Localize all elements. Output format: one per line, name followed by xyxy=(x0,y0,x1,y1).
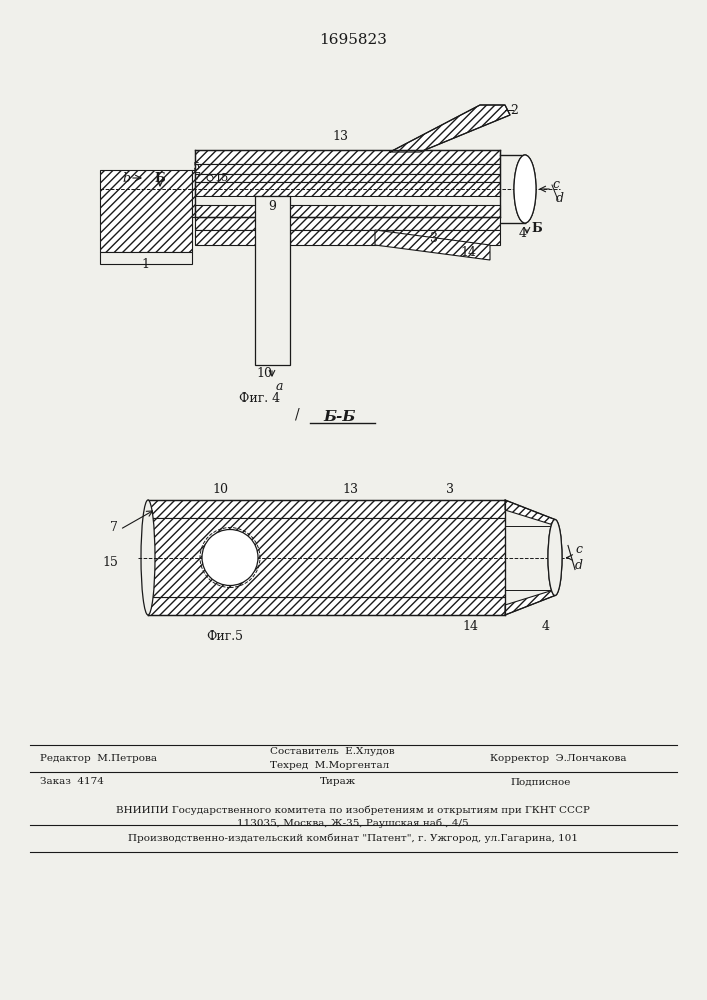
Text: Корректор  Э.Лончакова: Корректор Э.Лончакова xyxy=(490,754,626,763)
Text: Заказ  4174: Заказ 4174 xyxy=(40,778,104,786)
Text: 13: 13 xyxy=(332,130,348,143)
Text: Техред  М.Моргентал: Техред М.Моргентал xyxy=(270,760,390,770)
Text: Фиг.5: Фиг.5 xyxy=(206,630,243,643)
Text: ВНИИПИ Государственного комитета по изобретениям и открытиям при ГКНТ СССР: ВНИИПИ Государственного комитета по изоб… xyxy=(116,805,590,815)
Polygon shape xyxy=(195,217,500,230)
Text: /: / xyxy=(295,408,300,422)
Ellipse shape xyxy=(141,500,155,615)
Polygon shape xyxy=(390,105,510,152)
Polygon shape xyxy=(192,170,195,217)
Text: a: a xyxy=(276,380,284,393)
Circle shape xyxy=(202,530,258,585)
Text: d: d xyxy=(575,559,583,572)
Text: 113035, Москва, Ж-35, Раушская наб., 4/5: 113035, Москва, Ж-35, Раушская наб., 4/5 xyxy=(237,818,469,828)
Polygon shape xyxy=(148,518,505,597)
Text: 4: 4 xyxy=(542,620,550,633)
Polygon shape xyxy=(290,230,500,245)
Text: c: c xyxy=(552,178,559,192)
Text: 14: 14 xyxy=(462,620,478,633)
Text: Б: Б xyxy=(155,172,165,184)
Text: Б: Б xyxy=(531,222,542,234)
Text: 2: 2 xyxy=(510,104,518,116)
Text: 15: 15 xyxy=(215,173,229,183)
Text: 1695823: 1695823 xyxy=(319,33,387,47)
Polygon shape xyxy=(505,589,555,615)
Text: 1: 1 xyxy=(141,258,149,271)
Text: 3: 3 xyxy=(430,232,438,244)
Text: b: b xyxy=(122,172,130,184)
Text: 15: 15 xyxy=(102,556,118,569)
Polygon shape xyxy=(100,252,192,264)
Polygon shape xyxy=(195,182,500,196)
Text: 13: 13 xyxy=(342,483,358,496)
Circle shape xyxy=(207,175,213,181)
Text: Тираж: Тираж xyxy=(320,778,356,786)
Polygon shape xyxy=(195,150,500,164)
Polygon shape xyxy=(148,500,505,518)
Text: 10: 10 xyxy=(212,483,228,496)
Text: Б-Б: Б-Б xyxy=(324,410,356,424)
Polygon shape xyxy=(195,230,290,245)
Text: Подписное: Подписное xyxy=(510,778,571,786)
Text: c: c xyxy=(575,543,582,556)
Polygon shape xyxy=(195,174,500,182)
Polygon shape xyxy=(148,597,505,615)
Polygon shape xyxy=(375,230,490,260)
Text: 7: 7 xyxy=(110,521,118,534)
Text: Производственно-издательский комбинат "Патент", г. Ужгород, ул.Гагарина, 101: Производственно-издательский комбинат "П… xyxy=(128,834,578,843)
Text: Составитель  Е.Хлудов: Составитель Е.Хлудов xyxy=(270,748,395,756)
Text: 14: 14 xyxy=(460,245,476,258)
Text: d: d xyxy=(556,192,564,205)
Text: 5: 5 xyxy=(193,162,200,172)
Polygon shape xyxy=(195,205,500,217)
Polygon shape xyxy=(195,164,500,174)
Polygon shape xyxy=(255,196,290,365)
Text: Фиг. 4: Фиг. 4 xyxy=(240,392,281,405)
Ellipse shape xyxy=(548,520,562,595)
Ellipse shape xyxy=(514,155,536,223)
Text: 4: 4 xyxy=(519,227,527,240)
Text: 9: 9 xyxy=(268,200,276,213)
Text: 3: 3 xyxy=(446,483,454,496)
Polygon shape xyxy=(195,196,500,205)
Polygon shape xyxy=(100,170,192,252)
Polygon shape xyxy=(505,500,555,526)
Text: 7: 7 xyxy=(193,172,200,182)
Text: Редактор  М.Петрова: Редактор М.Петрова xyxy=(40,754,157,763)
Text: 10: 10 xyxy=(256,367,272,380)
